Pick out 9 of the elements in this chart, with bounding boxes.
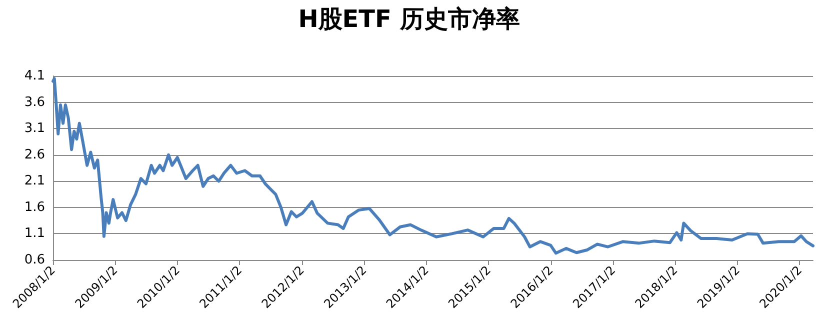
- y-tick-label: 1.1: [24, 226, 45, 242]
- y-tick-label: 3.6: [24, 94, 45, 110]
- y-tick-label: 0.6: [24, 252, 45, 268]
- y-tick-label: 2.6: [24, 147, 45, 162]
- chart-title: H股ETF 历史市净率: [298, 5, 520, 33]
- y-tick-label: 4.1: [24, 68, 45, 84]
- y-tick-label: 3.1: [24, 121, 45, 136]
- y-tick-label: 1.6: [24, 200, 45, 215]
- y-tick-label: 2.1: [24, 174, 45, 189]
